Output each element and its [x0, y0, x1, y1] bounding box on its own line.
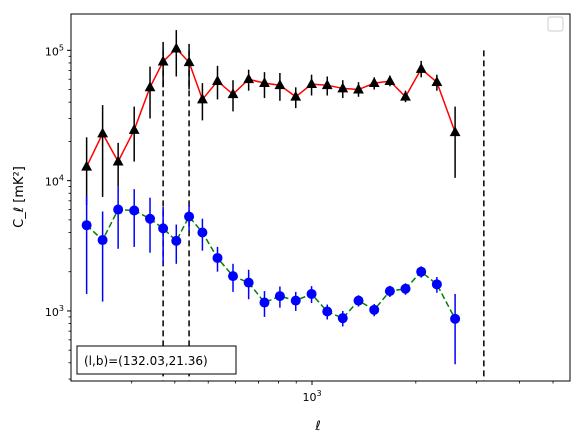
series-0-point-21: [400, 90, 411, 101]
series-1-point-4: [145, 213, 156, 224]
series-0-point-0: [81, 160, 93, 171]
y-tick-label-0: 103: [45, 304, 64, 319]
series-1-point-17: [337, 313, 348, 324]
series-0-point-18: [353, 83, 364, 94]
series-1-point-24: [450, 313, 461, 324]
series-0-point-24: [449, 126, 461, 137]
plot-area: [81, 30, 485, 381]
axes-frame: [70, 13, 571, 382]
series-1: [81, 186, 461, 365]
y-tick-label-2: 105: [45, 43, 64, 58]
x-axis-label: ℓ: [314, 419, 320, 434]
series-0-point-15: [306, 78, 317, 89]
series-0-point-5: [157, 55, 169, 66]
axis-ticks: 103 104 105 103: [45, 43, 554, 404]
legend-box: [547, 16, 564, 32]
y-axis-label: C_ℓ [mK²]: [12, 166, 27, 228]
series-1-point-1: [97, 235, 108, 246]
series-1-point-23: [431, 279, 442, 290]
series-1-point-7: [184, 211, 195, 222]
series-1-point-0: [81, 220, 92, 231]
series-1-point-22: [416, 266, 427, 277]
y-tick-label-1: 104: [45, 174, 64, 189]
series-0-point-3: [128, 123, 140, 134]
series-0-point-16: [321, 79, 333, 90]
series-1-point-2: [113, 204, 124, 215]
series-0-point-20: [384, 75, 396, 86]
series-0-point-12: [259, 77, 270, 88]
series-1-point-10: [228, 271, 239, 282]
series-1-point-14: [290, 295, 301, 306]
series-0-point-6: [170, 42, 182, 53]
series-1-point-19: [369, 304, 380, 315]
annotation-box: (l,b)=(132.03,21.36): [76, 345, 237, 375]
series-1-point-6: [171, 235, 182, 246]
series-0-point-13: [274, 79, 286, 90]
series-0-point-17: [337, 82, 349, 93]
series-1-point-9: [212, 252, 223, 263]
series-0-point-8: [197, 93, 208, 104]
series-0-point-10: [227, 88, 239, 99]
series-1-point-21: [400, 283, 411, 294]
annotation-text: (l,b)=(132.03,21.36): [84, 354, 208, 368]
series-0-point-23: [431, 76, 443, 87]
series-0-point-14: [290, 90, 302, 101]
x-tick-label-0: 103: [302, 389, 321, 404]
series-0: [81, 30, 461, 206]
legend: [547, 16, 564, 32]
series-1-point-3: [129, 205, 140, 216]
series-1-point-20: [384, 286, 395, 297]
series-0-point-9: [212, 75, 223, 86]
series-1-point-11: [243, 277, 254, 288]
series-1-point-5: [158, 223, 169, 234]
series-1-point-15: [306, 288, 317, 299]
series-0-point-4: [144, 81, 156, 92]
series-1-point-8: [197, 227, 208, 238]
series-0-point-11: [243, 73, 255, 84]
series-0-point-7: [183, 56, 195, 67]
annotation-frame: [76, 345, 237, 375]
series-0-point-1: [97, 127, 109, 138]
series-1-point-13: [274, 291, 285, 302]
series-0-point-2: [112, 155, 124, 166]
series-0-point-22: [415, 62, 427, 73]
series-0-point-19: [368, 77, 380, 88]
series-1-point-16: [322, 306, 333, 317]
series-1-point-18: [353, 295, 364, 306]
series-1-point-12: [259, 297, 270, 308]
